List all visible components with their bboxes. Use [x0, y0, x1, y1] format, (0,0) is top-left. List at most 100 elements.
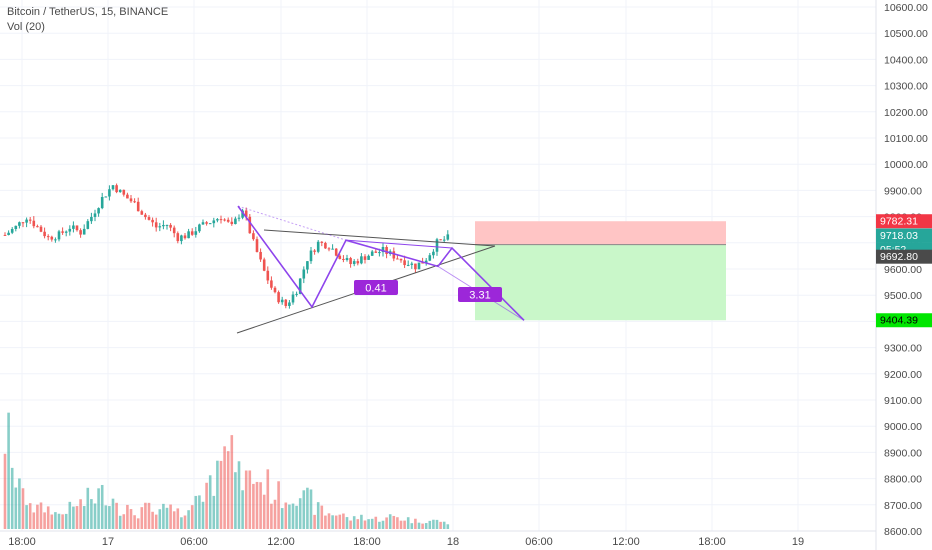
candle-body — [421, 262, 424, 264]
candle-body — [162, 224, 165, 227]
volume-bar — [205, 482, 208, 529]
price-tick-label: 8800.00 — [884, 474, 922, 486]
volume-bar — [3, 453, 7, 529]
candle-body — [367, 255, 370, 260]
candle-body — [198, 224, 201, 232]
volume-bar — [248, 470, 252, 529]
price-tick-label: 9900.00 — [884, 185, 922, 197]
volume-bar — [417, 522, 421, 529]
candle-body — [352, 261, 356, 265]
volume-bar — [100, 484, 104, 529]
candle-body — [158, 226, 162, 228]
pattern-guide — [237, 205, 347, 241]
pattern-drawings[interactable]: 0.41 3.31 — [236, 205, 525, 334]
volume-bar — [115, 502, 118, 529]
volume-bar — [302, 490, 306, 529]
volume-bar — [201, 501, 205, 529]
entry-price-badge: 9692.80 — [880, 251, 918, 263]
candle-body — [97, 208, 100, 214]
volume-bar — [273, 499, 277, 529]
volume-bar — [39, 502, 43, 529]
volume-bar — [108, 506, 111, 529]
candle-body — [291, 294, 295, 303]
candle-body — [324, 242, 327, 249]
volume-bar — [352, 516, 356, 529]
price-tick-label: 10500.00 — [884, 28, 928, 40]
candle-body — [435, 239, 439, 252]
volume-bar — [320, 505, 324, 529]
time-axis-label: 19 — [792, 536, 804, 548]
candle-body — [122, 189, 126, 195]
candle-body — [172, 227, 176, 234]
candle-body — [309, 250, 313, 262]
candle-body — [36, 226, 39, 228]
harmonic-pattern-path — [237, 205, 525, 321]
candle-body — [75, 225, 79, 231]
volume-bar — [230, 435, 234, 529]
take-profit-zone — [475, 244, 726, 321]
volume-bar — [190, 505, 194, 529]
volume-bar — [86, 487, 90, 529]
candle-body — [144, 214, 147, 218]
volume-bar — [72, 506, 75, 529]
candle-body — [302, 269, 306, 279]
candle-body — [248, 216, 252, 234]
time-axis-label: 12:00 — [267, 536, 295, 548]
volume-bar — [90, 499, 93, 529]
candle-body — [190, 231, 194, 235]
last-price-badge-bg — [876, 228, 932, 243]
price-tick-label: 9600.00 — [884, 264, 922, 276]
volume-bar — [151, 511, 154, 529]
volume-bar — [349, 520, 352, 529]
volume-bar — [169, 504, 172, 529]
volume-bar — [82, 506, 86, 529]
position-zones[interactable] — [475, 221, 726, 321]
price-tick-label: 9500.00 — [884, 290, 922, 302]
volume-bar — [97, 488, 100, 529]
candle-body — [417, 262, 421, 270]
volume-bar — [198, 495, 201, 529]
volume-bar — [223, 446, 226, 529]
candle-body — [313, 250, 316, 252]
volume-bar — [439, 521, 442, 529]
volume-bar — [140, 507, 144, 529]
volume-bar — [187, 510, 190, 529]
candle-body — [39, 226, 43, 232]
volume-bar — [162, 503, 165, 529]
volume-bar — [428, 520, 432, 529]
candle-body — [252, 233, 255, 240]
volume-bar — [25, 505, 28, 529]
candle-body — [82, 228, 86, 235]
candle-body — [334, 248, 338, 256]
candlesticks[interactable] — [3, 183, 450, 309]
volume-bar — [399, 520, 403, 529]
volume-bar — [370, 518, 374, 529]
time-axis-label: 12:00 — [612, 536, 640, 548]
candle-body — [237, 217, 241, 219]
volume-bar — [57, 513, 61, 529]
candle-body — [338, 255, 342, 259]
candle-body — [14, 225, 18, 229]
price-tick-label: 10200.00 — [884, 107, 928, 119]
candle-body — [115, 185, 118, 193]
target-price-badge-bg — [876, 313, 932, 328]
volume-bar — [414, 518, 417, 529]
target-price-badge: 9404.39 — [880, 315, 918, 327]
volume-bar — [421, 523, 424, 529]
volume-bar — [36, 504, 39, 529]
candle-body — [424, 260, 428, 263]
candle-body — [432, 251, 435, 256]
candle-body — [183, 235, 187, 239]
symbol-title[interactable]: Bitcoin / TetherUS, 15, BINANCE — [7, 6, 169, 18]
candle-body — [169, 224, 172, 228]
candle-body — [25, 219, 28, 223]
stop-loss-zone — [475, 221, 726, 245]
volume-bar — [14, 487, 18, 529]
time-axis-label: 06:00 — [525, 536, 553, 548]
candle-body — [374, 251, 378, 253]
volume-bar — [442, 521, 446, 529]
volume-bar — [313, 514, 316, 529]
volume-study-label[interactable]: Vol (20) — [7, 21, 45, 33]
